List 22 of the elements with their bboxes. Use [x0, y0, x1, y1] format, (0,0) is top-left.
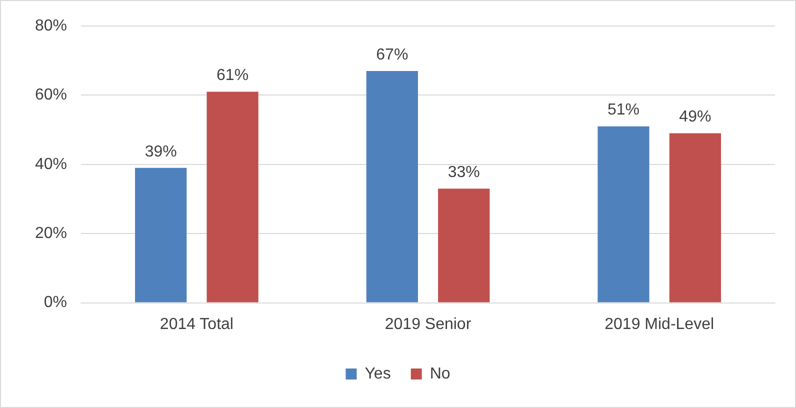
bar — [135, 168, 187, 302]
y-tick-label: 0% — [44, 294, 68, 312]
text: 49% — [679, 108, 712, 126]
legend-label: No — [430, 365, 450, 382]
text: 67% — [376, 46, 408, 64]
y-tick-label: 20% — [34, 225, 68, 242]
bar — [206, 92, 258, 302]
bar — [598, 126, 650, 302]
bar — [438, 188, 490, 302]
legend-label: Yes — [364, 365, 391, 382]
y-tick-label: 60% — [34, 86, 68, 104]
bar — [669, 133, 722, 302]
text: 33% — [448, 164, 480, 182]
y-tick-label: 40% — [34, 156, 68, 173]
bar — [366, 70, 418, 302]
x-tick-label: 2019 Senior — [384, 316, 472, 333]
x-tick-label: 2019 Mid-Level — [604, 316, 714, 333]
text: 51% — [607, 102, 640, 119]
x-tick-label: 2014 Total — [160, 316, 234, 333]
text: 39% — [144, 143, 177, 160]
y-tick-label: 80% — [34, 17, 68, 34]
text: 61% — [216, 67, 249, 84]
